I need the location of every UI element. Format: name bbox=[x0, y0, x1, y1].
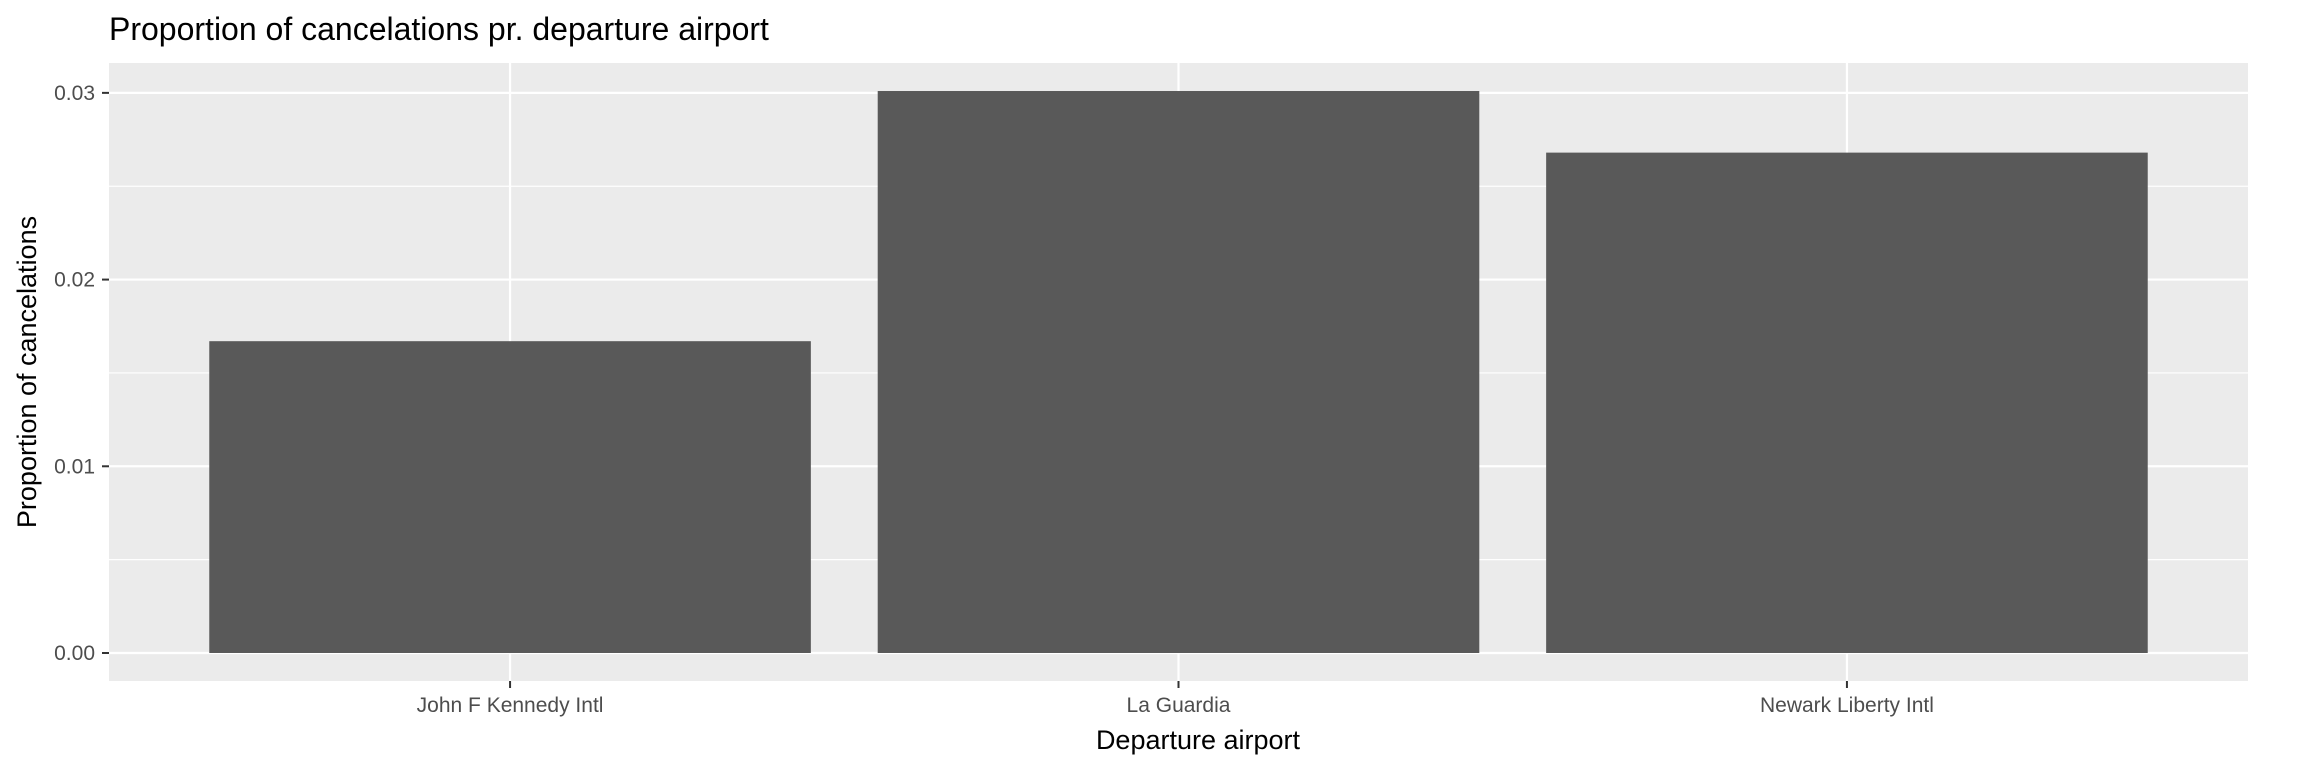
x-tick-label: Newark Liberty Intl bbox=[1760, 694, 1934, 717]
y-tick-label: 0.03 bbox=[54, 82, 95, 105]
y-axis-title: Proportion of cancelations bbox=[12, 216, 42, 528]
chart-title: Proportion of cancelations pr. departure… bbox=[109, 11, 769, 47]
x-tick-label: John F Kennedy Intl bbox=[417, 694, 604, 717]
bar bbox=[1546, 152, 2148, 653]
x-axis: John F Kennedy Intl La Guardia Newark Libe… bbox=[417, 681, 1934, 717]
x-tick-label: La Guardia bbox=[1127, 694, 1231, 717]
y-axis: 0.00 0.01 0.02 0.03 bbox=[54, 82, 109, 665]
bar bbox=[877, 91, 1480, 653]
y-tick-label: 0.01 bbox=[54, 455, 95, 478]
y-tick-label: 0.00 bbox=[54, 642, 95, 665]
y-tick-label: 0.02 bbox=[54, 269, 95, 292]
bars bbox=[209, 91, 2148, 653]
x-axis-title: Departure airport bbox=[1096, 725, 1301, 755]
bar bbox=[209, 341, 811, 653]
